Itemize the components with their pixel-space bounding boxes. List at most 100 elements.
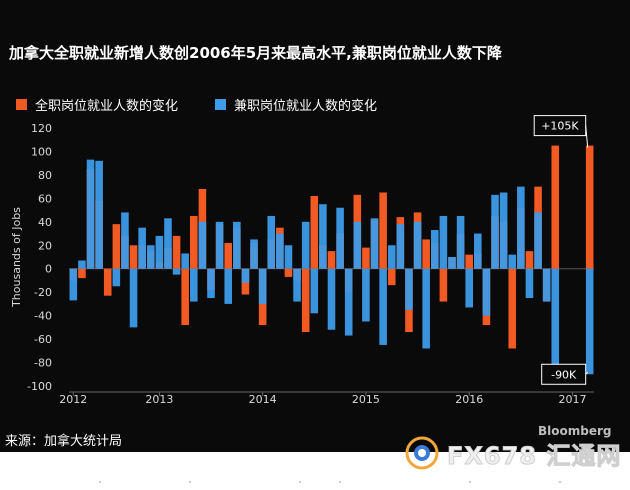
bar-parttime (387, 245, 396, 269)
bar-parttime (456, 215, 465, 269)
bar-parttime (396, 224, 405, 269)
bar-fulltime (310, 196, 319, 269)
bar-parttime (413, 221, 422, 269)
bar-parttime (198, 221, 207, 269)
bar-parttime (86, 159, 95, 269)
bar-parttime (430, 230, 439, 269)
bar-parttime (405, 268, 413, 310)
bar-fulltime (284, 268, 293, 277)
bar-parttime (525, 268, 534, 299)
x-tick-label: 2016 (455, 393, 483, 406)
legend-item-fulltime: 全职岗位就业人数的变化 (16, 96, 179, 114)
bar-fulltime (379, 192, 387, 269)
bar-parttime (508, 254, 517, 269)
bar-fulltime (181, 268, 189, 326)
bar-parttime (293, 268, 301, 302)
legend-label-fulltime: 全职岗位就业人数的变化 (35, 98, 179, 114)
legend-item-parttime: 兼职岗位就业人数的变化 (215, 96, 378, 114)
bar-fulltime (224, 242, 233, 269)
bar-parttime (164, 218, 172, 269)
bar-parttime (353, 221, 362, 269)
y-tick-label: 60 (38, 192, 52, 205)
annotation-leader (585, 125, 589, 148)
bar-parttime (551, 268, 560, 375)
bar-parttime (534, 212, 542, 269)
legend-label-parttime: 兼职岗位就业人数的变化 (234, 98, 378, 114)
bar-parttime (344, 268, 353, 336)
bar-fulltime (190, 215, 198, 269)
bar-parttime (138, 227, 146, 269)
bar-parttime (121, 212, 129, 269)
x-tick-label: 2012 (59, 393, 87, 406)
y-tick-label: 100 (31, 145, 52, 158)
bar-parttime (517, 186, 525, 269)
bar-parttime (422, 268, 430, 349)
bar-parttime (362, 268, 370, 322)
y-tick-label: -60 (34, 333, 52, 346)
watermark-text: FX678 汇通网 (446, 441, 622, 470)
bar-fulltime (301, 268, 310, 333)
bar-parttime (190, 268, 198, 302)
bar-parttime (112, 268, 121, 287)
bar-parttime (370, 218, 379, 269)
y-tick-label: 80 (38, 169, 52, 182)
y-tick-label: -40 (34, 310, 52, 323)
x-tick-label: 2017 (558, 393, 586, 406)
bar-parttime (474, 233, 482, 269)
bar-parttime (95, 160, 103, 269)
y-tick-label: -20 (34, 286, 52, 299)
bar-parttime (241, 268, 250, 283)
bar-parttime (336, 207, 344, 269)
source-note: 来源：加拿大统计局 (5, 434, 123, 449)
bar-parttime (448, 257, 456, 269)
chart-panel: 加拿大全职就业新增人数创2006年5月来最高水平,兼职岗位就业人数下降 全职岗位… (0, 0, 630, 452)
annotation-label: -90K (551, 368, 577, 381)
bar-parttime (129, 268, 138, 328)
bar-parttime (224, 268, 233, 304)
y-tick-label: -100 (27, 380, 52, 393)
bar-parttime (146, 245, 155, 269)
bar-parttime (542, 268, 551, 302)
bar-parttime (78, 260, 86, 269)
chart-title: 加拿大全职就业新增人数创2006年5月来最高水平,兼职岗位就业人数下降 (9, 44, 502, 62)
fx678-logo-icon (405, 436, 439, 470)
bar-parttime (69, 268, 78, 301)
bar-fulltime (439, 268, 448, 302)
x-tick-label: 2013 (145, 393, 173, 406)
bar-parttime (207, 268, 215, 299)
legend-swatch-fulltime (16, 98, 27, 110)
bar-parttime (181, 253, 189, 269)
bar-fulltime (129, 245, 138, 269)
annotation-label: +105K (541, 120, 579, 133)
x-tick-label: 2015 (352, 393, 380, 406)
bar-parttime (250, 239, 258, 269)
bar-fulltime (327, 251, 336, 269)
bar-parttime (319, 204, 327, 269)
bar-fulltime (103, 268, 112, 296)
decorative-dots (98, 480, 562, 484)
y-axis-label: Thousands of Jobs (10, 207, 23, 308)
bar-parttime (276, 233, 284, 269)
bar-parttime (267, 215, 276, 269)
bar-fulltime (422, 239, 430, 269)
bar-parttime (215, 221, 224, 269)
bloomberg-logo: Bloomberg (538, 424, 612, 438)
bar-fulltime (78, 268, 86, 279)
bar-parttime (301, 221, 310, 269)
bar-parttime (585, 268, 594, 375)
bar-parttime (172, 268, 181, 275)
bar-fulltime (172, 235, 181, 269)
bar-fulltime (551, 145, 560, 269)
bar-parttime (284, 245, 293, 269)
bar-parttime (499, 192, 508, 269)
bar-fulltime (387, 268, 396, 286)
annotation-leader (585, 371, 589, 375)
bar-chart: Thousands of Jobs 120 100 80 60 40 20 0 -20 -40 -6… (10, 115, 594, 406)
bar-fulltime (465, 254, 473, 269)
x-tick-label: 2014 (249, 393, 277, 406)
y-tick-label: 40 (38, 216, 52, 229)
bar-parttime (439, 215, 448, 269)
bar-fulltime (508, 268, 517, 349)
bar-fulltime (525, 251, 534, 269)
bar-parttime (258, 268, 267, 304)
